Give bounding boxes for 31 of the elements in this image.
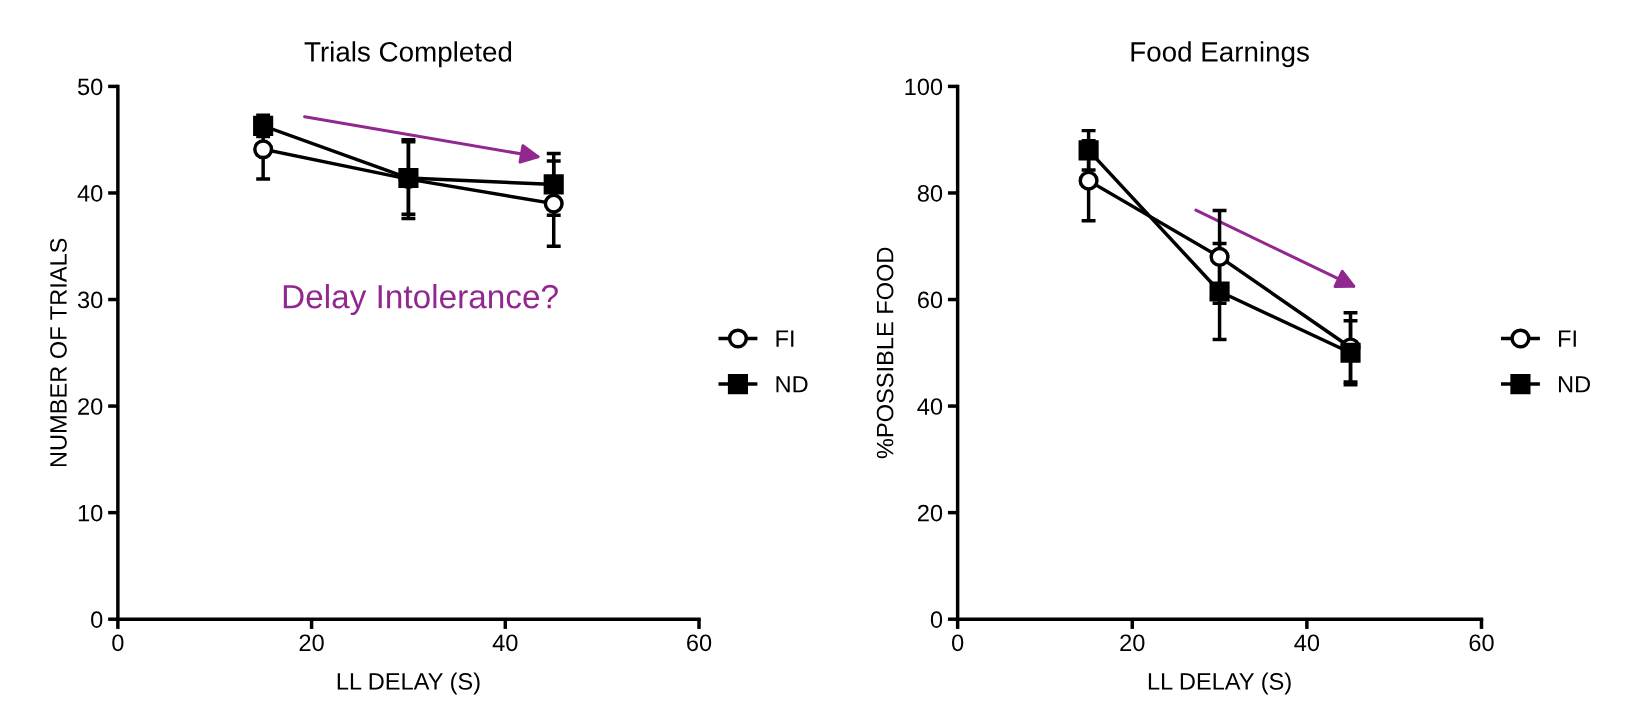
y-tick-label: 40 — [917, 398, 943, 415]
x-tick-label: 20 — [1120, 634, 1145, 652]
y-tick-label: 60 — [918, 291, 943, 309]
legend-label: ND — [776, 376, 808, 393]
y-axis-title: NUMBER OF TRIALS — [50, 238, 67, 467]
x-tick-label: 60 — [687, 634, 712, 652]
x-axis-title: LL DELAY (S) — [1148, 672, 1291, 695]
x-axis-title: LL DELAY (S) — [337, 672, 480, 695]
legend-label: ND — [1558, 376, 1591, 393]
y-tick-label: 0 — [91, 611, 103, 628]
y-tick-label: 100 — [905, 78, 943, 96]
x-tick-label: 40 — [492, 634, 518, 652]
y-tick-label: 10 — [78, 504, 103, 522]
legend-label: FI — [1558, 330, 1576, 347]
y-tick-label: 0 — [930, 611, 943, 628]
chart-title: Food Earnings — [1131, 41, 1309, 68]
y-tick-label: 20 — [78, 398, 103, 415]
x-tick-label: 0 — [952, 634, 964, 652]
y-axis-title: %POSSIBLE FOOD — [876, 247, 894, 459]
x-tick-label: 20 — [299, 634, 324, 652]
y-tick-label: 30 — [77, 291, 103, 309]
y-tick-label: 20 — [917, 504, 943, 522]
x-tick-label: 60 — [1469, 634, 1494, 652]
chart-title: Trials Completed — [304, 41, 512, 68]
x-tick-label: 0 — [112, 634, 124, 652]
y-tick-label: 40 — [77, 185, 103, 202]
legend-label: FI — [776, 330, 794, 347]
y-tick-label: 80 — [917, 185, 943, 202]
annotation: Delay Intolerance? — [283, 283, 558, 316]
x-tick-label: 40 — [1294, 634, 1320, 652]
y-tick-label: 50 — [77, 78, 103, 96]
